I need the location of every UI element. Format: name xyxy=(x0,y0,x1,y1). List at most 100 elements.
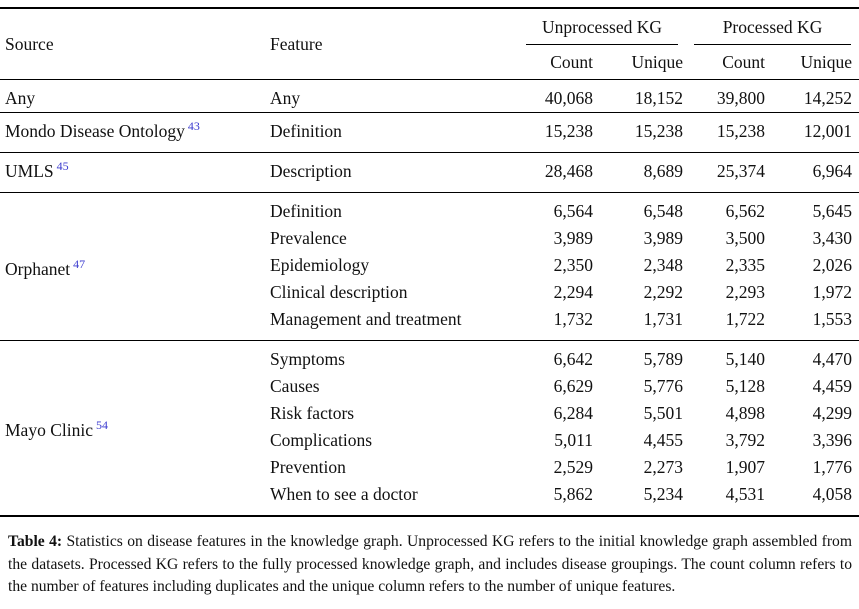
source-label: UMLS xyxy=(5,161,54,181)
feature-cell: Complications xyxy=(270,430,373,450)
processed-unique-cell: 2,026 xyxy=(812,255,853,275)
unprocessed-unique-cell: 2,292 xyxy=(643,282,684,302)
processed-count-cell: 5,128 xyxy=(725,376,766,396)
citation-ref-link[interactable]: 45 xyxy=(56,159,69,174)
unprocessed-count-cell: 2,350 xyxy=(553,255,593,275)
source-cell: Mayo Clinic 54 xyxy=(0,341,270,517)
unprocessed-unique-cell: 5,789 xyxy=(643,349,684,369)
unprocessed-unique-cell: 8,689 xyxy=(643,161,684,181)
source-group-mondo: Mondo Disease Ontology 43 Definition 15,2… xyxy=(0,112,859,153)
processed-unique-cell: 3,396 xyxy=(812,430,853,450)
table-row: Risk factors 6,284 5,501 4,898 4,299 xyxy=(0,400,859,427)
table-row: Prevalence 3,989 3,989 3,500 3,430 xyxy=(0,225,859,252)
citation-ref-link[interactable]: 43 xyxy=(187,119,200,134)
processed-count-cell: 4,898 xyxy=(725,403,766,423)
source-group-any: Any Any 40,068 18,152 39,800 14,252 xyxy=(0,79,859,113)
unprocessed-count-cell: 6,284 xyxy=(553,403,593,423)
unprocessed-unique-cell: 6,548 xyxy=(643,201,684,221)
citation-ref-link[interactable]: 54 xyxy=(95,418,108,433)
source-label: Orphanet xyxy=(5,258,71,279)
feature-cell: Prevalence xyxy=(270,228,347,248)
column-group-unprocessed-kg-label: Unprocessed KG xyxy=(526,14,679,45)
table-caption-label: Table 4: xyxy=(8,533,63,550)
column-header-feature: Feature xyxy=(270,33,323,54)
table-header: Source Feature Unprocessed KG Processed … xyxy=(0,8,859,80)
processed-unique-cell: 14,252 xyxy=(803,88,853,108)
table-caption-text: Statistics on disease features in the kn… xyxy=(8,533,852,595)
unprocessed-count-cell: 2,294 xyxy=(553,282,593,302)
unprocessed-count-cell: 5,862 xyxy=(553,484,593,504)
processed-unique-cell: 4,299 xyxy=(812,403,853,423)
feature-cell: Any xyxy=(270,88,301,108)
processed-count-cell: 6,562 xyxy=(725,201,766,221)
table-row: Epidemiology 2,350 2,348 2,335 2,026 xyxy=(0,252,859,279)
feature-cell: Clinical description xyxy=(270,282,408,302)
processed-unique-cell: 6,964 xyxy=(812,161,853,181)
processed-count-cell: 2,335 xyxy=(725,255,766,275)
unprocessed-unique-cell: 2,273 xyxy=(643,457,684,477)
feature-cell: Risk factors xyxy=(270,403,355,423)
unprocessed-unique-cell: 5,501 xyxy=(643,403,684,423)
feature-cell: Definition xyxy=(270,121,342,141)
processed-count-cell: 5,140 xyxy=(725,349,766,369)
table-row: Any Any 40,068 18,152 39,800 14,252 xyxy=(0,80,859,113)
unprocessed-count-cell: 2,529 xyxy=(553,457,593,477)
unprocessed-count-cell: 1,732 xyxy=(553,309,593,329)
unprocessed-unique-cell: 4,455 xyxy=(643,430,684,450)
processed-count-cell: 39,800 xyxy=(716,88,766,108)
disease-features-table: Source Feature Unprocessed KG Processed … xyxy=(0,7,859,517)
unprocessed-count-cell: 15,238 xyxy=(544,121,593,141)
processed-count-cell: 4,531 xyxy=(725,484,766,504)
unprocessed-unique-cell: 5,234 xyxy=(643,484,684,504)
column-header-processed-count: Count xyxy=(722,52,766,72)
unprocessed-count-cell: 3,989 xyxy=(553,228,593,248)
table-row: Mayo Clinic 54 Symptoms 6,642 5,789 5,140… xyxy=(0,341,859,440)
unprocessed-unique-cell: 18,152 xyxy=(634,88,684,108)
processed-count-cell: 3,500 xyxy=(725,228,766,248)
processed-unique-cell: 4,470 xyxy=(812,349,853,369)
unprocessed-unique-cell: 2,348 xyxy=(643,255,684,275)
unprocessed-unique-cell: 3,989 xyxy=(643,228,684,248)
source-cell: Orphanet 47 xyxy=(0,193,270,341)
unprocessed-unique-cell: 1,731 xyxy=(643,309,684,329)
paper-table-figure: Source Feature Unprocessed KG Processed … xyxy=(0,7,859,599)
source-label: Mondo Disease Ontology xyxy=(5,121,185,141)
unprocessed-unique-cell: 5,776 xyxy=(643,376,684,396)
processed-unique-cell: 3,430 xyxy=(812,228,853,248)
unprocessed-count-cell: 28,468 xyxy=(544,161,593,181)
feature-cell: Definition xyxy=(270,201,342,221)
processed-count-cell: 2,293 xyxy=(725,282,766,302)
processed-count-cell: 15,238 xyxy=(716,121,766,141)
processed-unique-cell: 4,058 xyxy=(812,484,853,504)
processed-count-cell: 3,792 xyxy=(725,430,766,450)
processed-unique-cell: 1,553 xyxy=(812,309,853,329)
source-group-umls: UMLS 45 Description 28,468 8,689 25,374 6… xyxy=(0,152,859,193)
column-header-processed-unique: Unique xyxy=(800,52,853,72)
table-row: Complications 5,011 4,455 3,792 3,396 xyxy=(0,427,859,454)
source-label: Any xyxy=(5,88,36,108)
processed-unique-cell: 5,645 xyxy=(812,201,853,221)
table-row: Clinical description 2,294 2,292 2,293 1… xyxy=(0,279,859,306)
source-group-orphanet: Orphanet 47 Definition 6,564 6,548 6,562 … xyxy=(0,192,859,341)
processed-unique-cell: 1,972 xyxy=(812,282,853,302)
feature-cell: Description xyxy=(270,161,352,181)
unprocessed-count-cell: 6,564 xyxy=(553,201,593,221)
source-label: Mayo Clinic xyxy=(5,420,93,440)
table-row: Management and treatment 1,732 1,731 1,7… xyxy=(0,306,859,341)
processed-count-cell: 1,722 xyxy=(725,309,766,329)
source-cell: Any xyxy=(0,80,270,113)
source-cell: UMLS 45 xyxy=(0,153,270,193)
unprocessed-count-cell: 6,642 xyxy=(553,349,593,369)
column-group-unprocessed-kg: Unprocessed KG xyxy=(518,8,686,45)
unprocessed-count-cell: 6,629 xyxy=(553,376,593,396)
table-row: Orphanet 47 Definition 6,564 6,548 6,562 … xyxy=(0,193,859,279)
feature-cell: Causes xyxy=(270,376,320,396)
column-header-source: Source xyxy=(5,33,54,54)
column-group-processed-kg: Processed KG xyxy=(686,8,859,45)
citation-ref-link[interactable]: 47 xyxy=(73,256,86,271)
processed-unique-cell: 4,459 xyxy=(812,376,853,396)
table-caption: Table 4: Statistics on disease features … xyxy=(8,531,852,599)
table-row: UMLS 45 Description 28,468 8,689 25,374 6… xyxy=(0,153,859,193)
processed-unique-cell: 12,001 xyxy=(803,121,853,141)
column-header-unprocessed-unique: Unique xyxy=(631,52,684,72)
